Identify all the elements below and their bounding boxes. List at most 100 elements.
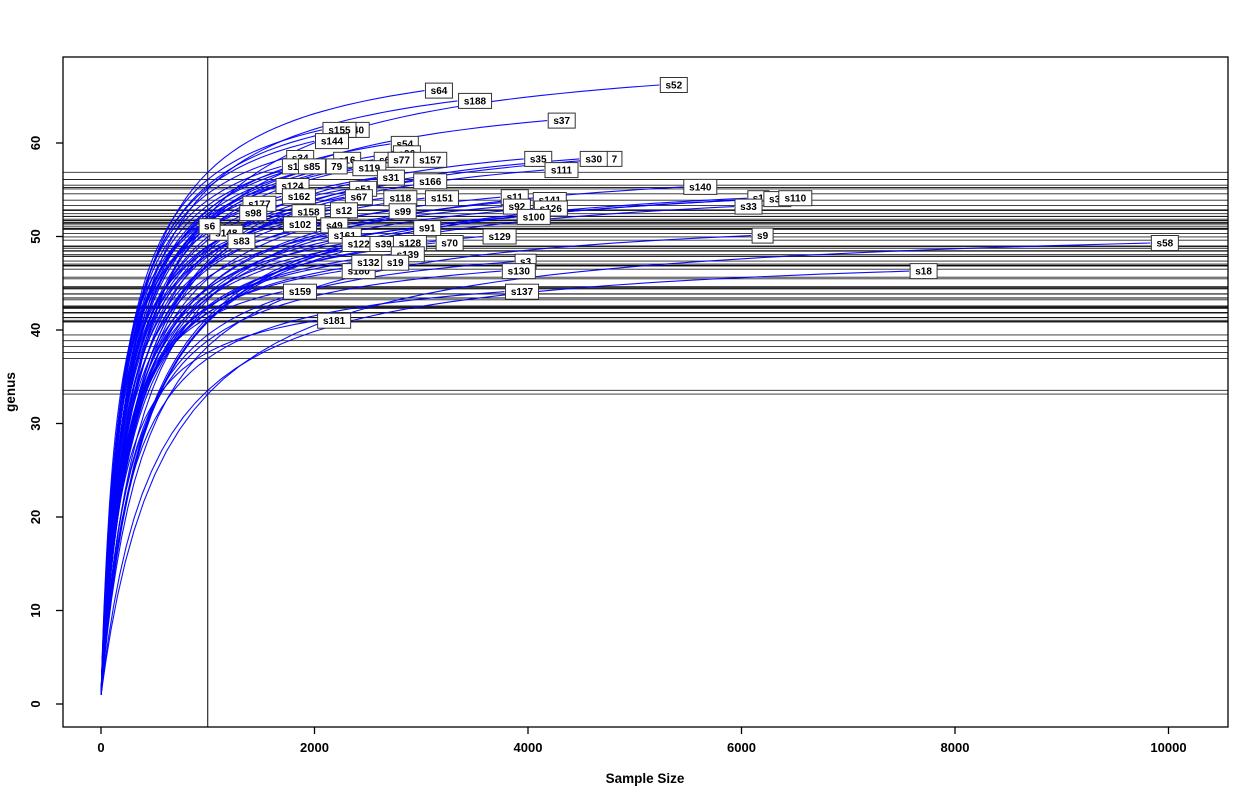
- sample-label-box: [227, 233, 256, 250]
- curve-s19: [100, 262, 381, 695]
- sample-label-text: s98: [245, 209, 262, 220]
- sample-label-s83: s83: [227, 233, 256, 250]
- curve-s159: [100, 291, 283, 695]
- sample-label-s58: s58: [1150, 235, 1179, 251]
- sample-label-box: [376, 169, 405, 186]
- sample-label-text: s91: [419, 224, 436, 235]
- sample-label-text: s35: [530, 154, 547, 165]
- sample-label-text: s11: [507, 193, 524, 204]
- curve-s118: [100, 197, 383, 695]
- sample-label-text: s99: [394, 207, 411, 218]
- sample-label-s18: s18: [909, 263, 938, 280]
- sample-label-text: s119: [359, 164, 381, 175]
- sample-label-box: [482, 228, 517, 245]
- sample-label-text: s180: [348, 267, 371, 278]
- sample-label-text: s128: [399, 239, 422, 250]
- sample-label-text: s85: [304, 162, 321, 173]
- sample-label-s77: s77: [387, 151, 416, 168]
- sample-label-box: [544, 162, 579, 179]
- sample-label-text: s3: [520, 257, 532, 268]
- sample-label-box: [388, 203, 417, 220]
- curve-s137: [100, 291, 505, 695]
- sample-label-text: s12: [336, 206, 353, 217]
- sample-label-text: s54: [396, 139, 413, 150]
- curve-s132: [100, 262, 351, 695]
- sample-label-box: [501, 263, 536, 280]
- sample-label-text: s158: [297, 208, 320, 219]
- curve-s33: [100, 206, 735, 695]
- sample-label-s12: s12: [329, 202, 358, 219]
- sample-labels: s40s155s64s188s52s37s144s54s96s34s16s6s7…: [198, 77, 1179, 329]
- sample-label-box: [683, 178, 718, 195]
- sample-label-s67: s67: [344, 189, 373, 206]
- sample-label-box: [435, 235, 464, 251]
- sample-label-box: [315, 133, 349, 150]
- sample-label-text: s129: [488, 232, 511, 243]
- curve-s130: [100, 270, 502, 695]
- y-tick-label: 50: [28, 229, 43, 243]
- x-tick-label: 0: [97, 740, 104, 755]
- sample-label-s6: s6: [198, 218, 221, 235]
- x-tick-label: 10000: [1150, 740, 1186, 755]
- curve-s58: [100, 242, 1151, 695]
- sample-label-box: [505, 283, 540, 300]
- sample-label-box: [297, 158, 326, 175]
- curve-s161: [100, 235, 328, 695]
- sample-label-box: [413, 173, 448, 190]
- sample-label-text: s177: [248, 199, 271, 210]
- sample-label-text: s181: [323, 316, 346, 327]
- sample-label-s162: s162: [281, 188, 316, 205]
- sample-label-text: 7: [612, 154, 618, 165]
- sample-label-s151: s151: [424, 190, 459, 207]
- sample-label-7: 7: [606, 150, 623, 167]
- sample-label-text: s111: [551, 166, 573, 177]
- sample-label-s158: s158: [291, 204, 326, 221]
- sample-label-text: s162: [288, 192, 311, 203]
- sample-label-box: [381, 254, 410, 271]
- sample-label-s166: s166: [413, 173, 448, 190]
- y-tick-label: 0: [28, 700, 43, 707]
- sample-label-box: [909, 263, 938, 280]
- sample-label-s130: s130: [501, 263, 536, 280]
- sample-label-text: s110: [784, 194, 806, 205]
- y-tick-label: 30: [28, 416, 43, 430]
- sample-label-text: s58: [1157, 239, 1174, 250]
- sample-label-box: [659, 77, 688, 93]
- sample-label-text: s30: [585, 154, 602, 165]
- sample-label-text: s126: [540, 204, 563, 215]
- sample-label-text: s31: [383, 173, 400, 184]
- sample-label-s111: s111: [544, 162, 579, 179]
- sample-label-text: s18: [915, 267, 932, 278]
- y-tick-label: 20: [28, 510, 43, 524]
- sample-label-text: s122: [348, 240, 371, 251]
- sample-label-box: [547, 112, 576, 129]
- sample-label-text: s36: [769, 195, 786, 206]
- sample-label-text: s6: [204, 222, 216, 233]
- sample-label-s33: s33: [734, 198, 763, 215]
- rarefaction-curves: [100, 84, 1151, 695]
- plot-border: [62, 56, 1229, 728]
- sample-label-s144: s144: [315, 133, 349, 150]
- sample-label-s98: s98: [239, 205, 268, 222]
- x-tick-label: 6000: [727, 740, 756, 755]
- sample-label-s159: s159: [282, 283, 317, 300]
- sample-label-s99: s99: [388, 203, 417, 220]
- sample-label-box: [282, 216, 317, 233]
- sample-label-box: [778, 190, 813, 207]
- y-tick-label: 40: [28, 323, 43, 337]
- sample-label-box: [344, 189, 373, 206]
- sample-label-text: s83: [233, 237, 250, 248]
- sample-label-text: s137: [511, 287, 534, 298]
- sample-label-box: [413, 151, 448, 168]
- sample-label-text: s148: [215, 228, 238, 239]
- sample-label-text: s140: [689, 182, 712, 193]
- sample-label-text: s188: [464, 96, 487, 107]
- chart-generated-content: 02000400060008000100000102030405060s40s1…: [28, 56, 1229, 755]
- sample-label-s70: s70: [435, 235, 464, 251]
- x-axis-title: Sample Size: [606, 771, 685, 786]
- sample-label-text: s52: [665, 81, 682, 92]
- sample-label-s110: s110: [778, 190, 813, 207]
- curve-s6: [100, 225, 199, 695]
